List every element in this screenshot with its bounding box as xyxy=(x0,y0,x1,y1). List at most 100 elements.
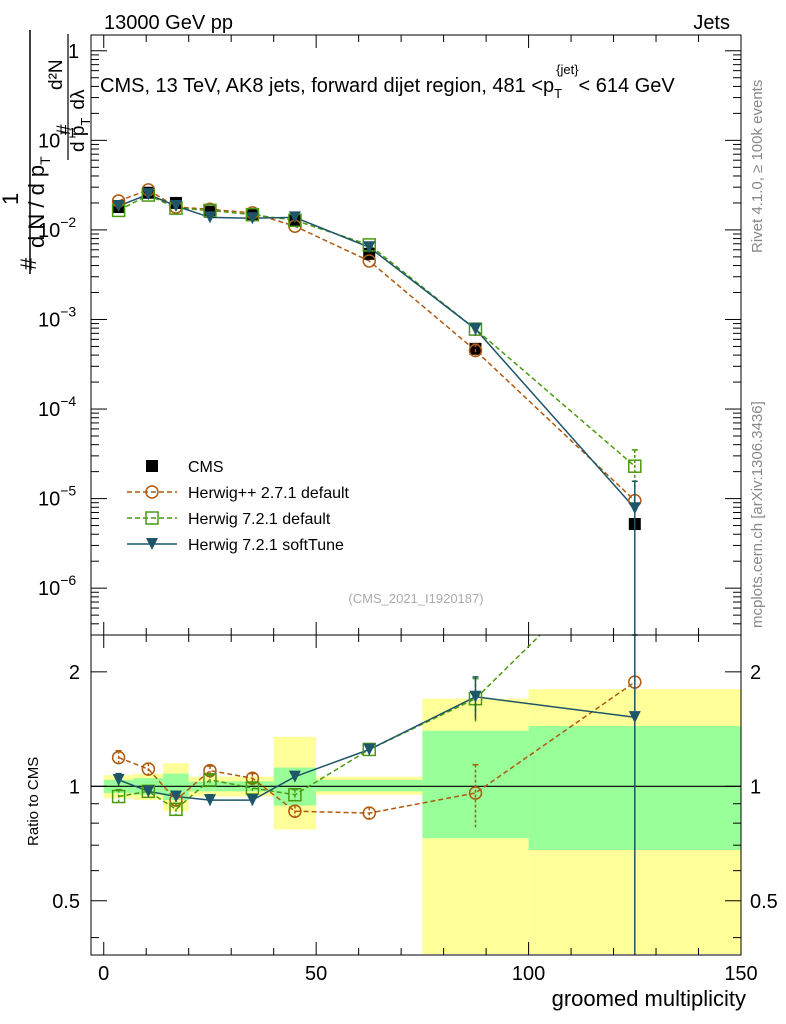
ratio-point-0-0 xyxy=(111,750,126,765)
plot-title: CMS, 13 TeV, AK8 jets, forward dijet reg… xyxy=(100,62,675,101)
x-axis-label: groomed multiplicity xyxy=(552,986,746,1011)
ratio-point-1-4 xyxy=(245,781,260,795)
y-tick-label-ratio-left-1: 1 xyxy=(69,776,80,798)
ratio-point-2-3 xyxy=(203,794,216,807)
ratio-point-0-1 xyxy=(141,762,156,776)
legend-marker-3 xyxy=(146,538,158,550)
plot-title-sup: {jet} xyxy=(556,62,579,77)
ratio-point-2-7 xyxy=(469,690,482,703)
plot-title-sub: T xyxy=(554,86,562,101)
axis-ticks xyxy=(91,35,742,955)
y-axis-label-dpt-text: d p xyxy=(68,126,89,152)
series-markers xyxy=(111,183,642,955)
y-axis-label-one: 1 xyxy=(0,193,23,205)
main-point-3-0 xyxy=(112,199,125,212)
rivet-label: Rivet 4.1.0, ≥ 100k events xyxy=(749,80,766,253)
y-tick-label-base: 10 xyxy=(38,309,60,331)
header-right: Jets xyxy=(693,12,730,34)
legend-label-2: Herwig 7.2.1 default xyxy=(188,511,331,528)
main-point-3-4 xyxy=(246,212,259,225)
y-axis-label-dl: dλ xyxy=(68,89,89,110)
y-tick-label-ratio-left-2: 2 xyxy=(69,662,80,684)
legend-label-3: Herwig 7.2.1 softTune xyxy=(188,537,344,554)
y-tick-label-ratio-right-0.5: 0.5 xyxy=(750,891,778,913)
ratio-point-1-0 xyxy=(111,789,126,804)
ratio-line-0 xyxy=(118,681,636,814)
x-tick-label-100: 100 xyxy=(512,963,545,985)
legend-marker-2 xyxy=(145,511,159,525)
y-tick-label-main-0: 10−6 xyxy=(38,572,76,600)
main-point-3-1 xyxy=(142,188,155,201)
main-point-1-6 xyxy=(362,254,377,268)
ratio-y-axis-label: Ratio to CMS xyxy=(25,757,42,846)
legend: CMS Herwig++ 2.7.1 default Herwig 7.2.1 de… xyxy=(127,459,350,554)
y-tick-label-main-2: 10−4 xyxy=(38,393,76,421)
ratio-point-0-5 xyxy=(288,804,302,818)
main-point-3-5 xyxy=(288,211,301,224)
ratio-point-2-1 xyxy=(142,785,155,798)
plot-title-main: CMS, 13 TeV, AK8 jets, forward dijet reg… xyxy=(100,75,554,97)
y-tick-label-ratio-right-1: 1 xyxy=(750,776,761,798)
main-point-2-8 xyxy=(628,459,642,473)
y-tick-label-ratio-left-0.5: 0.5 xyxy=(52,891,80,913)
x-tick-label-50: 50 xyxy=(305,963,327,985)
main-line-2 xyxy=(118,194,636,467)
main-point-3-8 xyxy=(628,502,641,515)
y-tick-label-base: 10 xyxy=(38,489,60,511)
main-point-3-6 xyxy=(363,241,376,254)
y-axis-label-hash: # xyxy=(16,257,41,270)
ratio-point-2-0 xyxy=(112,773,125,786)
y-axis-label-dn: d N / d pT xyxy=(24,156,53,248)
plot-title-tail: < 614 GeV xyxy=(579,75,676,97)
watermark: (CMS_2021_I1920187) xyxy=(348,591,483,606)
y-axis-label-dpt: d pTdλ xyxy=(68,89,93,152)
ratio-line-1 xyxy=(118,634,541,811)
legend-label-0: CMS xyxy=(188,459,224,476)
y-axis-label-t: T xyxy=(37,156,53,165)
main-line-1 xyxy=(118,189,636,502)
y-tick-label-main-4: 10−2 xyxy=(38,214,76,242)
ratio-point-2-5 xyxy=(288,770,301,783)
y-tick-label-base: 1 xyxy=(68,41,79,63)
ratio-point-2-4 xyxy=(246,794,259,807)
y-tick-label-base: 10 xyxy=(38,399,60,421)
y-axis-label-dn-text: d N / d p xyxy=(24,165,49,248)
ratio-point-2-8 xyxy=(628,711,641,724)
y-axis-label: # xyxy=(16,257,41,270)
ratio-point-2-2 xyxy=(169,790,182,803)
y-tick-label-exp: −2 xyxy=(60,214,76,230)
y-axis-label-dpt-t: T xyxy=(78,118,93,126)
ratio-point-0-7 xyxy=(468,786,483,800)
ratio-point-1-2 xyxy=(169,802,183,817)
mcplots-label: mcplots.cern.ch [arXiv:1306.3436] xyxy=(749,401,766,628)
y-tick-label-main-3: 10−3 xyxy=(38,303,76,331)
y-axis-label-hash2: # xyxy=(54,124,75,135)
ratio-panel-frame xyxy=(90,634,742,956)
main-point-3-2 xyxy=(169,199,182,212)
y-axis-label-d2n: d²N xyxy=(46,59,67,90)
legend-label-1: Herwig++ 2.7.1 default xyxy=(188,485,350,502)
ratio-point-0-6 xyxy=(362,806,377,820)
y-tick-label-main-6: 1 xyxy=(68,41,79,63)
y-tick-label-base: 10 xyxy=(38,130,60,152)
y-tick-label-exp: −6 xyxy=(60,572,76,588)
y-tick-label-ratio-right-2: 2 xyxy=(750,662,761,684)
main-point-3-3 xyxy=(203,211,216,224)
legend-marker-0 xyxy=(146,460,158,472)
main-point-1-7 xyxy=(468,343,483,358)
main-point-3-7 xyxy=(469,323,482,336)
x-tick-label-150: 150 xyxy=(724,963,757,985)
header-left: 13000 GeV pp xyxy=(104,12,233,34)
y-tick-label-main-1: 10−5 xyxy=(38,483,76,511)
ratio-point-1-5 xyxy=(288,788,302,802)
y-tick-label-base: 10 xyxy=(38,220,60,242)
ratio-band-inner-6 xyxy=(316,779,423,792)
y-tick-label-base: 10 xyxy=(38,578,60,600)
y-tick-label-exp: −5 xyxy=(60,483,76,499)
y-tick-label-exp: −3 xyxy=(60,303,76,319)
legend-marker-1 xyxy=(145,485,159,499)
ratio-uncertainty-bands xyxy=(91,689,741,954)
x-tick-label-0: 0 xyxy=(98,963,109,985)
